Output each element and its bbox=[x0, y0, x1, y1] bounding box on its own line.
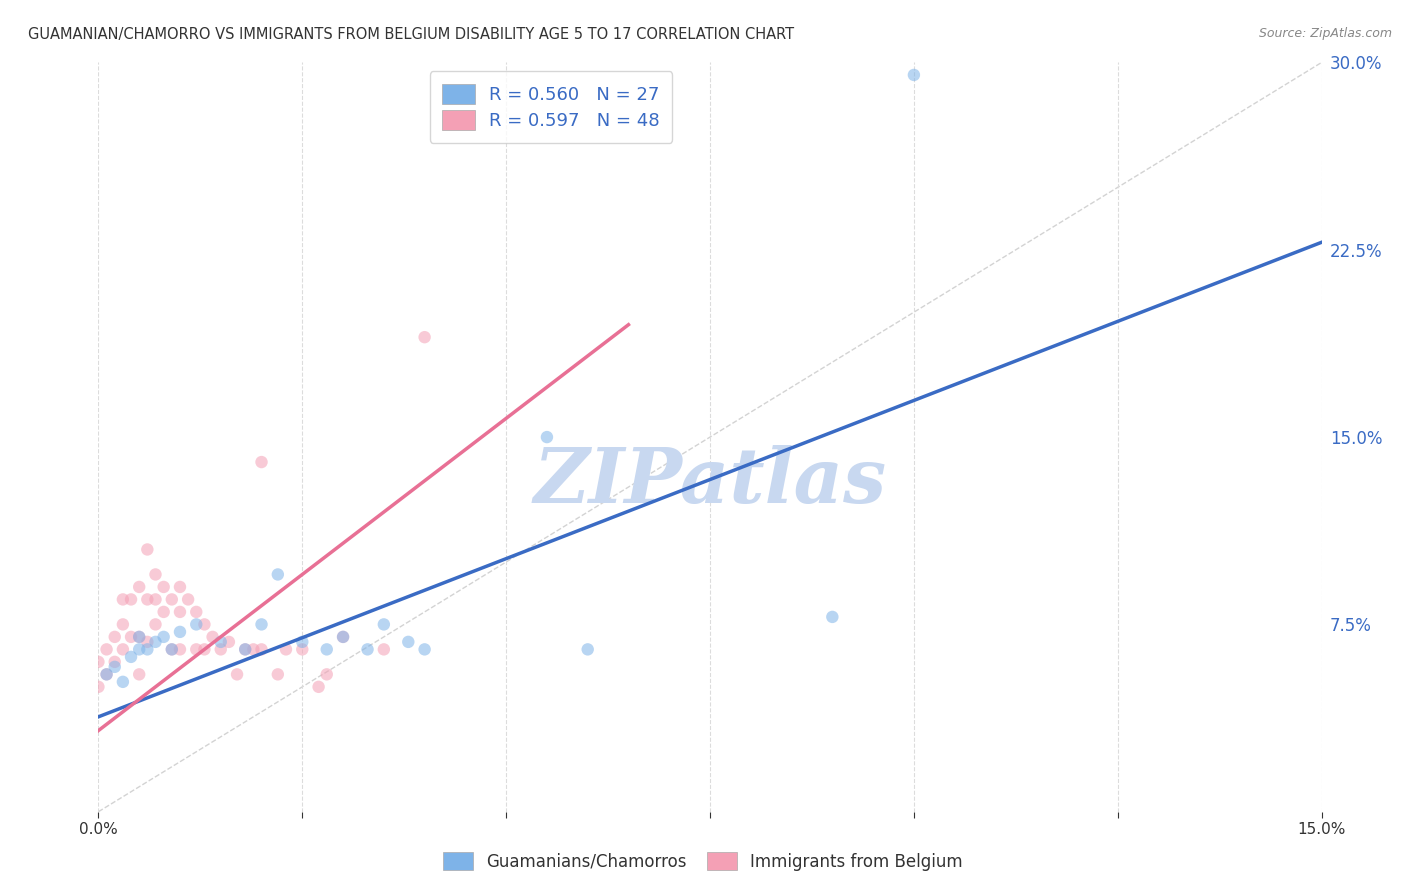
Point bbox=[120, 630, 142, 644]
Point bbox=[250, 617, 273, 632]
Point bbox=[104, 655, 127, 669]
Point bbox=[160, 642, 183, 657]
Point bbox=[209, 642, 232, 657]
Point bbox=[111, 642, 134, 657]
Point bbox=[250, 455, 273, 469]
Point bbox=[373, 617, 395, 632]
Legend: R = 0.560   N = 27, R = 0.597   N = 48: R = 0.560 N = 27, R = 0.597 N = 48 bbox=[430, 71, 672, 143]
Point bbox=[136, 642, 159, 657]
Point bbox=[267, 567, 290, 582]
Point bbox=[903, 68, 925, 82]
Point bbox=[186, 617, 208, 632]
Point bbox=[274, 642, 297, 657]
Point bbox=[152, 630, 174, 644]
Point bbox=[96, 667, 118, 681]
Point bbox=[177, 592, 200, 607]
Point bbox=[145, 635, 167, 649]
Point bbox=[233, 642, 256, 657]
Point bbox=[104, 660, 127, 674]
Legend: Guamanians/Chamorros, Immigrants from Belgium: Guamanians/Chamorros, Immigrants from Be… bbox=[434, 844, 972, 880]
Point bbox=[413, 330, 436, 344]
Point bbox=[267, 667, 290, 681]
Point bbox=[291, 635, 314, 649]
Text: ZIPatlas: ZIPatlas bbox=[533, 445, 887, 519]
Point bbox=[128, 630, 150, 644]
Point bbox=[218, 635, 240, 649]
Point bbox=[160, 592, 183, 607]
Point bbox=[136, 635, 159, 649]
Point bbox=[128, 642, 150, 657]
Point bbox=[201, 630, 224, 644]
Point bbox=[128, 667, 150, 681]
Point bbox=[186, 605, 208, 619]
Point bbox=[396, 635, 419, 649]
Point bbox=[308, 680, 330, 694]
Point bbox=[104, 630, 127, 644]
Point bbox=[193, 617, 215, 632]
Text: GUAMANIAN/CHAMORRO VS IMMIGRANTS FROM BELGIUM DISABILITY AGE 5 TO 17 CORRELATION: GUAMANIAN/CHAMORRO VS IMMIGRANTS FROM BE… bbox=[28, 27, 794, 42]
Point bbox=[145, 592, 167, 607]
Point bbox=[96, 642, 118, 657]
Point bbox=[145, 617, 167, 632]
Point bbox=[250, 642, 273, 657]
Point bbox=[152, 580, 174, 594]
Point bbox=[87, 655, 110, 669]
Point bbox=[193, 642, 215, 657]
Point bbox=[152, 605, 174, 619]
Point bbox=[96, 667, 118, 681]
Point bbox=[226, 667, 249, 681]
Point bbox=[315, 667, 337, 681]
Point bbox=[87, 680, 110, 694]
Point bbox=[186, 642, 208, 657]
Point bbox=[111, 674, 134, 689]
Point bbox=[145, 567, 167, 582]
Text: Source: ZipAtlas.com: Source: ZipAtlas.com bbox=[1258, 27, 1392, 40]
Point bbox=[169, 605, 191, 619]
Point bbox=[315, 642, 337, 657]
Point bbox=[356, 642, 378, 657]
Point bbox=[169, 624, 191, 639]
Point bbox=[536, 430, 558, 444]
Point bbox=[332, 630, 354, 644]
Point bbox=[291, 642, 314, 657]
Point bbox=[242, 642, 264, 657]
Point bbox=[169, 580, 191, 594]
Point bbox=[128, 580, 150, 594]
Point bbox=[332, 630, 354, 644]
Point bbox=[111, 617, 134, 632]
Point bbox=[233, 642, 256, 657]
Point bbox=[128, 630, 150, 644]
Point bbox=[111, 592, 134, 607]
Point bbox=[209, 635, 232, 649]
Point bbox=[413, 642, 436, 657]
Point bbox=[821, 610, 844, 624]
Point bbox=[120, 649, 142, 664]
Point bbox=[160, 642, 183, 657]
Point bbox=[120, 592, 142, 607]
Point bbox=[136, 592, 159, 607]
Point bbox=[373, 642, 395, 657]
Point bbox=[169, 642, 191, 657]
Point bbox=[136, 542, 159, 557]
Point bbox=[576, 642, 599, 657]
